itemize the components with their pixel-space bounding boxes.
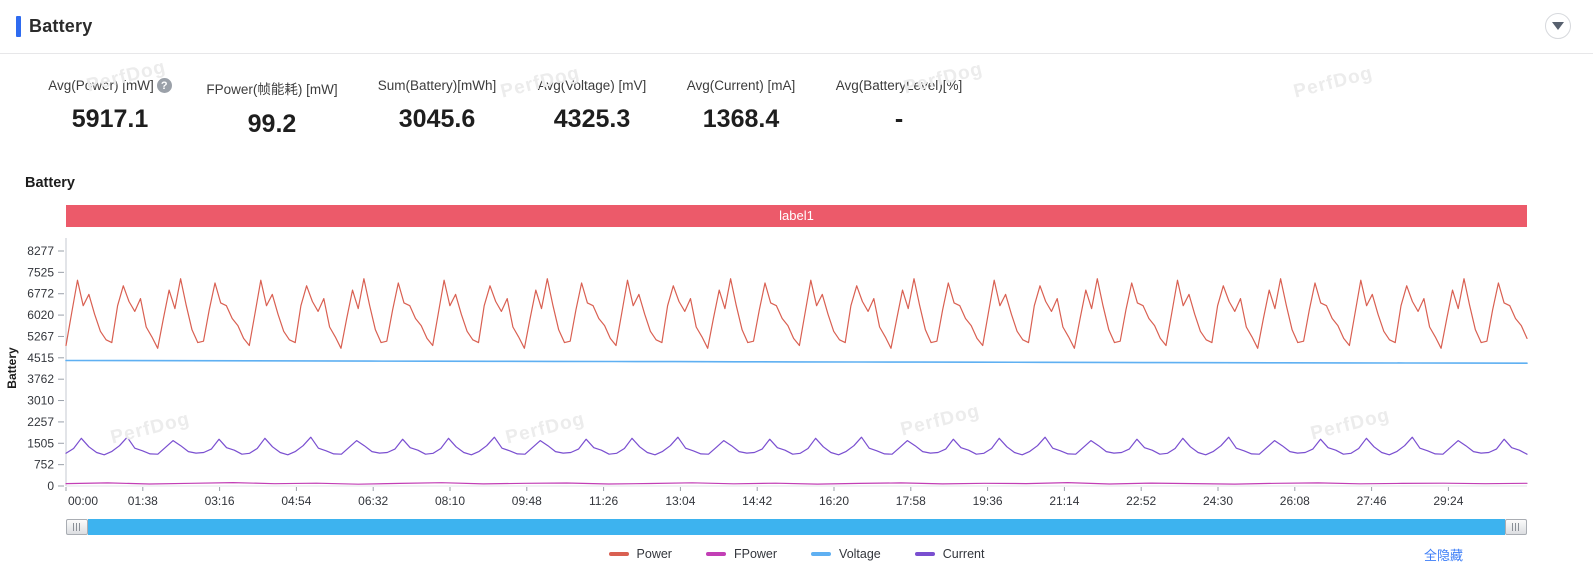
chart-banner: label1: [66, 205, 1527, 227]
stat-value: -: [894, 105, 904, 133]
svg-text:26:08: 26:08: [1280, 494, 1310, 508]
grip-icon: [1512, 523, 1520, 531]
stat-label: Avg(Current) [mA]: [686, 78, 796, 93]
svg-text:8277: 8277: [27, 244, 54, 258]
legend-row: Power FPower Voltage Current 全隐藏: [0, 544, 1593, 564]
stats-row: Avg(Power) [mW]? 5917.1 FPower(帧能耗) [mW]…: [0, 54, 1593, 139]
battery-chart: Battery 0 752 1505 2257 3010 3762 4515 5267 6020…: [0, 227, 1593, 515]
legend-label: Current: [942, 547, 985, 561]
stat-label: Avg(Voltage) [mV]: [537, 78, 647, 93]
svg-text:27:46: 27:46: [1357, 494, 1387, 508]
page-title: Battery: [29, 15, 93, 36]
svg-text:3010: 3010: [27, 394, 54, 408]
svg-text:03:16: 03:16: [205, 494, 235, 508]
svg-text:22:52: 22:52: [1126, 494, 1156, 508]
svg-text:4515: 4515: [27, 351, 54, 365]
stat-fpower: FPower(帧能耗) [mW] 99.2: [186, 78, 358, 139]
legend-item-voltage[interactable]: Voltage: [811, 547, 881, 561]
svg-text:09:48: 09:48: [512, 494, 542, 508]
stat-value: 1368.4: [702, 105, 780, 133]
hide-all-link[interactable]: 全隐藏: [1423, 548, 1463, 563]
stat-value: 99.2: [247, 110, 297, 138]
stat-avg-batterylevel: Avg(BatteryLevel)[%] -: [814, 78, 984, 139]
svg-text:29:24: 29:24: [1433, 494, 1463, 508]
legend-item-fpower[interactable]: FPower: [705, 547, 778, 561]
svg-text:752: 752: [34, 458, 54, 472]
svg-text:24:30: 24:30: [1203, 494, 1233, 508]
stat-label: Avg(BatteryLevel)[%]: [835, 78, 963, 93]
svg-text:3762: 3762: [27, 372, 54, 386]
svg-text:11:26: 11:26: [589, 494, 618, 508]
svg-text:16:20: 16:20: [819, 494, 849, 508]
svg-text:01:38: 01:38: [128, 494, 158, 508]
svg-text:06:32: 06:32: [358, 494, 388, 508]
stat-value: 4325.3: [553, 105, 631, 133]
svg-text:17:58: 17:58: [896, 494, 926, 508]
stat-sum-battery: Sum(Battery)[mWh] 3045.6: [358, 78, 516, 139]
legend-list: Power FPower Voltage Current: [0, 544, 1593, 564]
svg-text:2257: 2257: [27, 415, 54, 429]
svg-text:6772: 6772: [27, 287, 54, 301]
svg-text:1505: 1505: [27, 436, 54, 450]
stat-value: 5917.1: [71, 105, 149, 133]
legend-label: Power: [636, 547, 672, 561]
legend-label: FPower: [733, 547, 778, 561]
stat-label: Avg(Power) [mW]: [48, 78, 154, 93]
stat-label: FPower(帧能耗) [mW]: [206, 82, 338, 97]
stat-label: Sum(Battery)[mWh]: [377, 78, 497, 93]
svg-text:14:42: 14:42: [742, 494, 772, 508]
scrollbar-left-handle[interactable]: [66, 519, 88, 535]
chart-canvas[interactable]: 0 752 1505 2257 3010 3762 4515 5267 6020 6772 7525…: [0, 227, 1593, 515]
svg-text:13:04: 13:04: [665, 494, 695, 508]
grip-icon: [73, 523, 81, 531]
svg-text:0: 0: [47, 479, 54, 493]
stat-avg-power: Avg(Power) [mW]? 5917.1: [34, 78, 186, 139]
panel-header: Battery: [0, 0, 1593, 54]
legend-label: Voltage: [839, 547, 881, 561]
collapse-button[interactable]: [1545, 13, 1571, 39]
legend-item-current[interactable]: Current: [914, 547, 985, 561]
chart-section-title: Battery: [25, 175, 75, 191]
chevron-down-icon: [1552, 22, 1564, 30]
svg-text:04:54: 04:54: [281, 494, 311, 508]
legend-swatch: [914, 552, 935, 556]
legend-item-power[interactable]: Power: [608, 547, 672, 561]
legend-swatch: [705, 552, 726, 556]
svg-text:7525: 7525: [27, 265, 54, 279]
svg-text:08:10: 08:10: [435, 494, 465, 508]
svg-text:00:00: 00:00: [68, 494, 98, 508]
help-icon[interactable]: ?: [156, 78, 172, 93]
svg-text:21:14: 21:14: [1049, 494, 1079, 508]
legend-swatch: [811, 552, 832, 556]
chart-range-scrollbar: [66, 519, 1527, 535]
scrollbar-right-handle[interactable]: [1505, 519, 1527, 535]
scrollbar-track[interactable]: [88, 519, 1505, 535]
stat-value: 3045.6: [398, 105, 476, 133]
legend-swatch: [608, 552, 629, 556]
svg-text:19:36: 19:36: [973, 494, 1003, 508]
stat-avg-voltage: Avg(Voltage) [mV] 4325.3: [516, 78, 668, 139]
stat-avg-current: Avg(Current) [mA] 1368.4: [668, 78, 814, 139]
svg-text:6020: 6020: [27, 308, 54, 322]
svg-text:5267: 5267: [27, 329, 54, 343]
header-accent-bar: [16, 15, 21, 37]
